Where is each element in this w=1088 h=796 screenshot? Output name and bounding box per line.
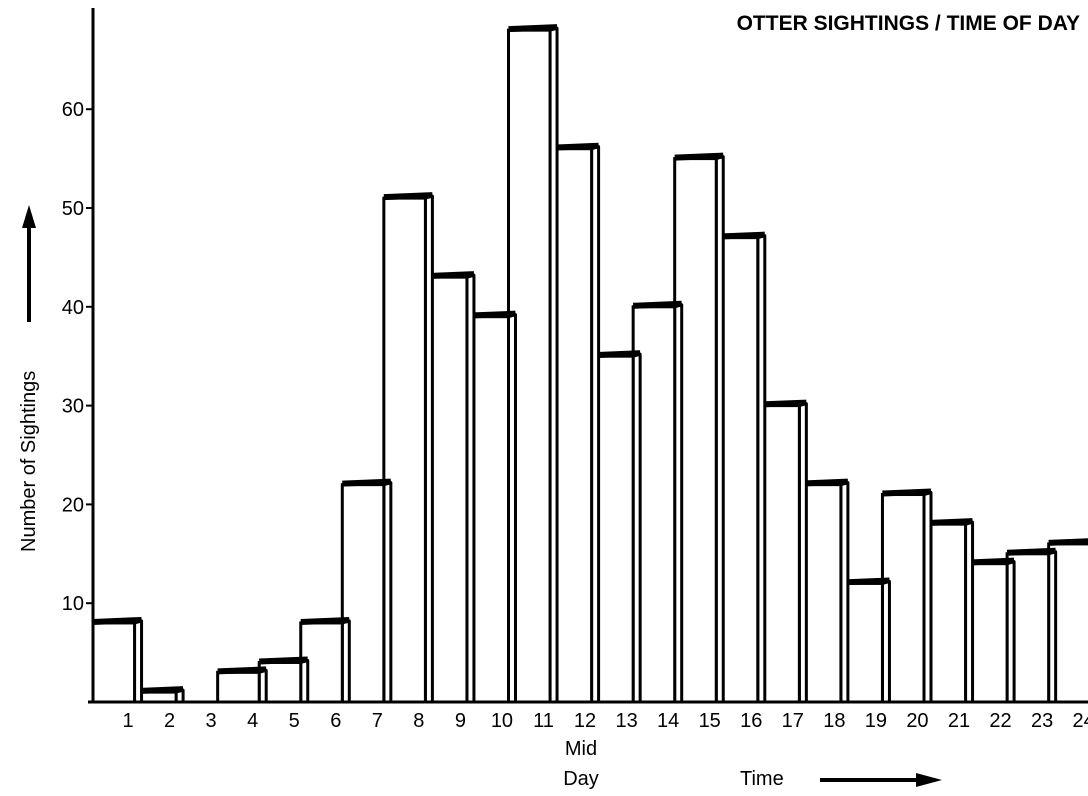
x-tick-label-15: 15 bbox=[699, 710, 721, 732]
bar-front-1 bbox=[91, 621, 137, 704]
x-tick-label-4: 4 bbox=[247, 710, 258, 732]
y-tick-label-30: 30 bbox=[62, 396, 84, 418]
y-axis-arrow bbox=[22, 205, 36, 322]
bar-23 bbox=[1005, 547, 1058, 704]
x-axis-arrow bbox=[820, 773, 942, 787]
y-tick-label-50: 50 bbox=[62, 198, 84, 220]
bar-top-4 bbox=[217, 666, 267, 675]
bar-7 bbox=[340, 478, 393, 704]
bar-top-20 bbox=[882, 488, 932, 497]
x-axis-label: Time bbox=[740, 768, 784, 790]
bar-top-23 bbox=[1006, 547, 1056, 556]
x-tick-label-14: 14 bbox=[657, 710, 679, 732]
bar-top-7 bbox=[342, 478, 391, 487]
y-tick-label-60: 60 bbox=[62, 99, 84, 121]
x-tick-label-10: 10 bbox=[491, 710, 513, 732]
bar-top-8 bbox=[383, 192, 433, 201]
bar-top-5 bbox=[259, 656, 308, 665]
x-tick-label-19: 19 bbox=[865, 710, 887, 732]
mid-day-label-line1: Mid bbox=[565, 738, 597, 760]
bar-top-14 bbox=[633, 300, 682, 309]
bar-top-24 bbox=[1048, 538, 1088, 546]
bar-4 bbox=[216, 666, 268, 704]
x-tick-label-2: 2 bbox=[164, 710, 175, 732]
x-tick-label-13: 13 bbox=[615, 710, 637, 732]
x-tick-label-11: 11 bbox=[533, 710, 554, 732]
x-tick-label-24: 24 bbox=[1073, 710, 1088, 732]
x-ticks-group: 123456789101112131415161718192021222324 bbox=[122, 710, 1088, 732]
x-tick-label-21: 21 bbox=[948, 710, 970, 732]
bars-group bbox=[91, 24, 1088, 704]
x-tick-label-18: 18 bbox=[823, 710, 845, 732]
x-tick-label-16: 16 bbox=[740, 710, 762, 732]
bar-front-4 bbox=[216, 670, 261, 704]
x-tick-label-7: 7 bbox=[372, 710, 383, 732]
bar-top-11 bbox=[508, 24, 558, 33]
x-tick-label-20: 20 bbox=[906, 710, 928, 732]
y-tick-label-20: 20 bbox=[62, 494, 84, 516]
y-tick-label-40: 40 bbox=[62, 297, 84, 319]
x-tick-label-3: 3 bbox=[206, 710, 217, 732]
y-tick-label-10: 10 bbox=[62, 593, 84, 615]
x-tick-label-8: 8 bbox=[413, 710, 424, 732]
y-axis-label: Number of Sightings bbox=[18, 371, 40, 552]
chart-title: OTTER SIGHTINGS / TIME OF DAY bbox=[737, 12, 1080, 35]
bar-1 bbox=[91, 616, 144, 704]
mid-day-label-line2: Day bbox=[563, 768, 599, 790]
x-tick-label-12: 12 bbox=[574, 710, 596, 732]
bar-6 bbox=[299, 616, 351, 704]
x-tick-label-9: 9 bbox=[455, 710, 466, 732]
x-tick-label-6: 6 bbox=[330, 710, 341, 732]
x-tick-label-17: 17 bbox=[782, 710, 804, 732]
x-tick-label-23: 23 bbox=[1031, 710, 1053, 732]
bar-top-6 bbox=[300, 616, 350, 625]
x-tick-label-5: 5 bbox=[289, 710, 300, 732]
bar-top-15 bbox=[674, 152, 724, 161]
bar-top-1 bbox=[92, 616, 142, 625]
y-ticks-group: 10 20 30 40 50 60 bbox=[62, 99, 93, 615]
x-tick-label-22: 22 bbox=[989, 710, 1011, 732]
x-tick-label-1: 1 bbox=[122, 710, 133, 732]
